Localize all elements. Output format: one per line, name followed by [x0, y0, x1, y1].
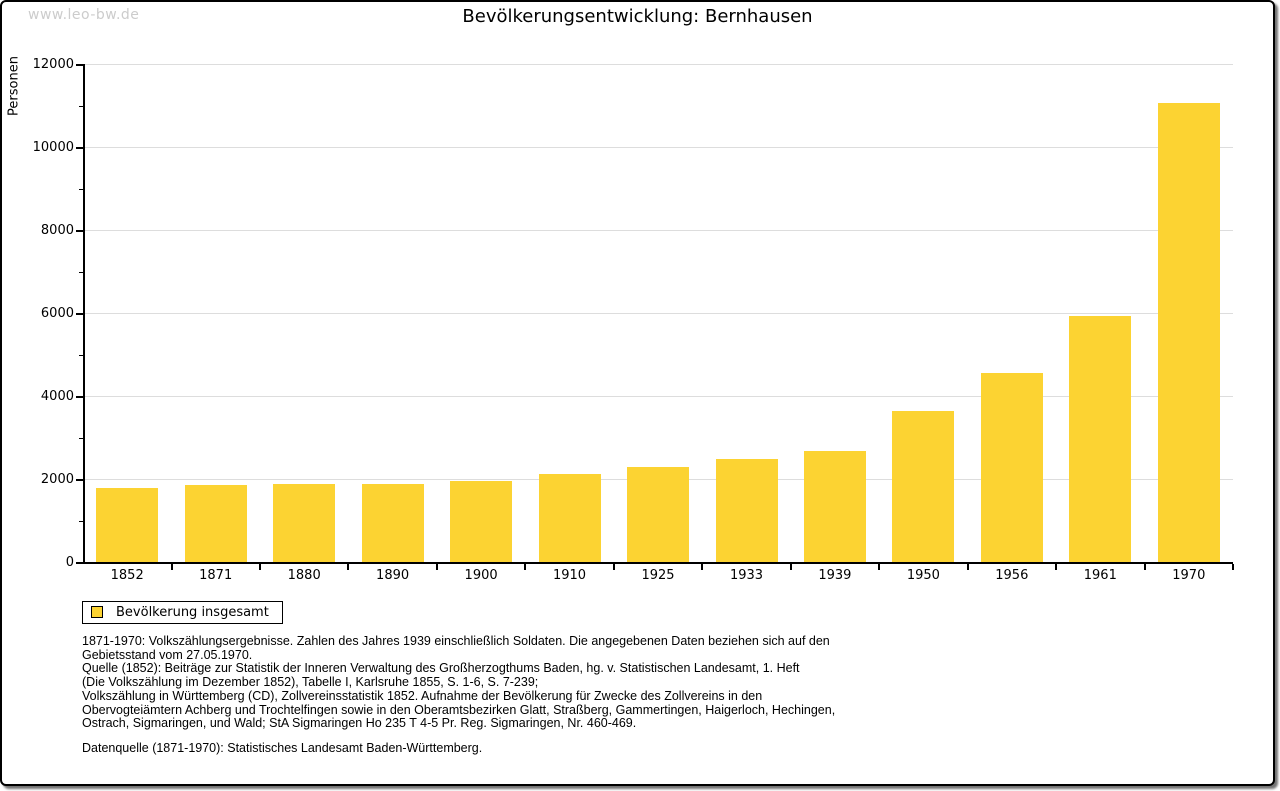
y-tick-label: 0	[65, 555, 74, 570]
x-tick	[612, 564, 615, 570]
legend-label: Bevölkerung insgesamt	[116, 605, 269, 620]
y-tick	[76, 562, 83, 564]
legend-swatch	[91, 606, 103, 618]
footnote-line: (Die Volkszählung im Dezember 1852), Tab…	[82, 675, 539, 690]
y-axis-line	[83, 64, 85, 564]
x-tick-label: 1970	[1172, 568, 1206, 583]
gridline	[83, 396, 1233, 397]
x-tick-label: 1871	[199, 568, 233, 583]
y-tick	[76, 147, 83, 149]
bar-1933	[715, 458, 778, 562]
x-tick	[347, 564, 350, 570]
bar-1852	[96, 488, 159, 562]
y-tick-label: 6000	[40, 306, 74, 321]
y-tick-minor	[79, 271, 83, 273]
y-tick	[76, 313, 83, 315]
x-tick	[435, 564, 438, 570]
y-tick-label: 2000	[40, 472, 74, 487]
y-tick-label: 8000	[40, 223, 74, 238]
y-tick	[76, 396, 83, 398]
watermark: www.leo-bw.de	[28, 7, 140, 23]
x-tick-label: 1933	[729, 568, 764, 583]
footnote-line: 1871-1970: Volkszählungsergebnisse. Zahl…	[82, 634, 830, 648]
y-tick-minor	[79, 354, 83, 356]
x-tick	[524, 564, 527, 570]
x-tick-label: 1852	[110, 568, 144, 583]
x-tick-label: 1900	[464, 568, 498, 583]
y-tick-minor	[79, 520, 83, 522]
x-tick	[1232, 564, 1234, 570]
gridline	[83, 147, 1233, 148]
gridline	[83, 313, 1233, 314]
bar-1970	[1157, 103, 1220, 562]
x-tick	[1055, 564, 1058, 570]
gridline	[83, 64, 1233, 65]
x-tick	[966, 564, 969, 570]
footnote-line: Quelle (1852): Beiträge zur Statistik de…	[82, 661, 800, 676]
y-tick-label: 4000	[40, 389, 74, 404]
footnote-line: Volkszählung in Württemberg (CD), Zollve…	[82, 688, 763, 703]
page-title: Bevölkerungsentwicklung: Bernhausen	[462, 6, 813, 27]
bar-1880	[273, 483, 336, 562]
x-tick-label: 1910	[552, 568, 587, 583]
bar-1956	[980, 373, 1043, 562]
x-tick	[789, 564, 792, 570]
x-tick	[1143, 564, 1146, 570]
x-axis-line	[83, 562, 1233, 564]
footnote-line: Obervogteiämtern Achberg und Trochtelfin…	[82, 702, 836, 717]
y-tick	[76, 479, 83, 481]
gridline	[83, 230, 1233, 231]
bar-1939	[803, 451, 866, 562]
x-tick-label: 1950	[906, 568, 940, 583]
x-tick	[258, 564, 261, 570]
y-tick-minor	[79, 188, 83, 190]
x-tick-label: 1890	[376, 568, 410, 583]
legend: Bevölkerung insgesamt	[82, 601, 283, 624]
bar-1871	[184, 484, 247, 562]
x-tick	[701, 564, 704, 570]
y-tick-label: 10000	[32, 140, 74, 155]
footnote-line: Ostrach, Sigmaringen, und Wald; StA Sigm…	[82, 716, 637, 731]
footnotes: 1871-1970: Volkszählungsergebnisse. Zahl…	[82, 634, 836, 731]
y-tick	[76, 64, 83, 66]
bar-1890	[361, 484, 424, 562]
footnote-line: Gebietsstand vom 27.05.1970.	[82, 647, 253, 662]
bar-1900	[450, 480, 513, 562]
x-tick-label: 1939	[818, 568, 852, 583]
x-tick	[878, 564, 881, 570]
bar-1910	[538, 474, 601, 562]
x-tick-label: 1880	[287, 568, 321, 583]
x-tick-label: 1961	[1083, 568, 1117, 583]
y-tick-minor	[79, 437, 83, 439]
x-tick-label: 1925	[641, 568, 675, 583]
bar-1950	[892, 410, 955, 562]
bar-1925	[627, 467, 689, 562]
y-tick-label: 12000	[32, 57, 74, 72]
y-tick-minor	[79, 105, 83, 107]
datasource-line: Datenquelle (1871-1970): Statistisches L…	[82, 741, 483, 755]
x-tick	[170, 564, 173, 570]
bar-1961	[1069, 316, 1132, 562]
x-tick-label: 1956	[995, 568, 1029, 583]
y-tick	[76, 230, 83, 232]
